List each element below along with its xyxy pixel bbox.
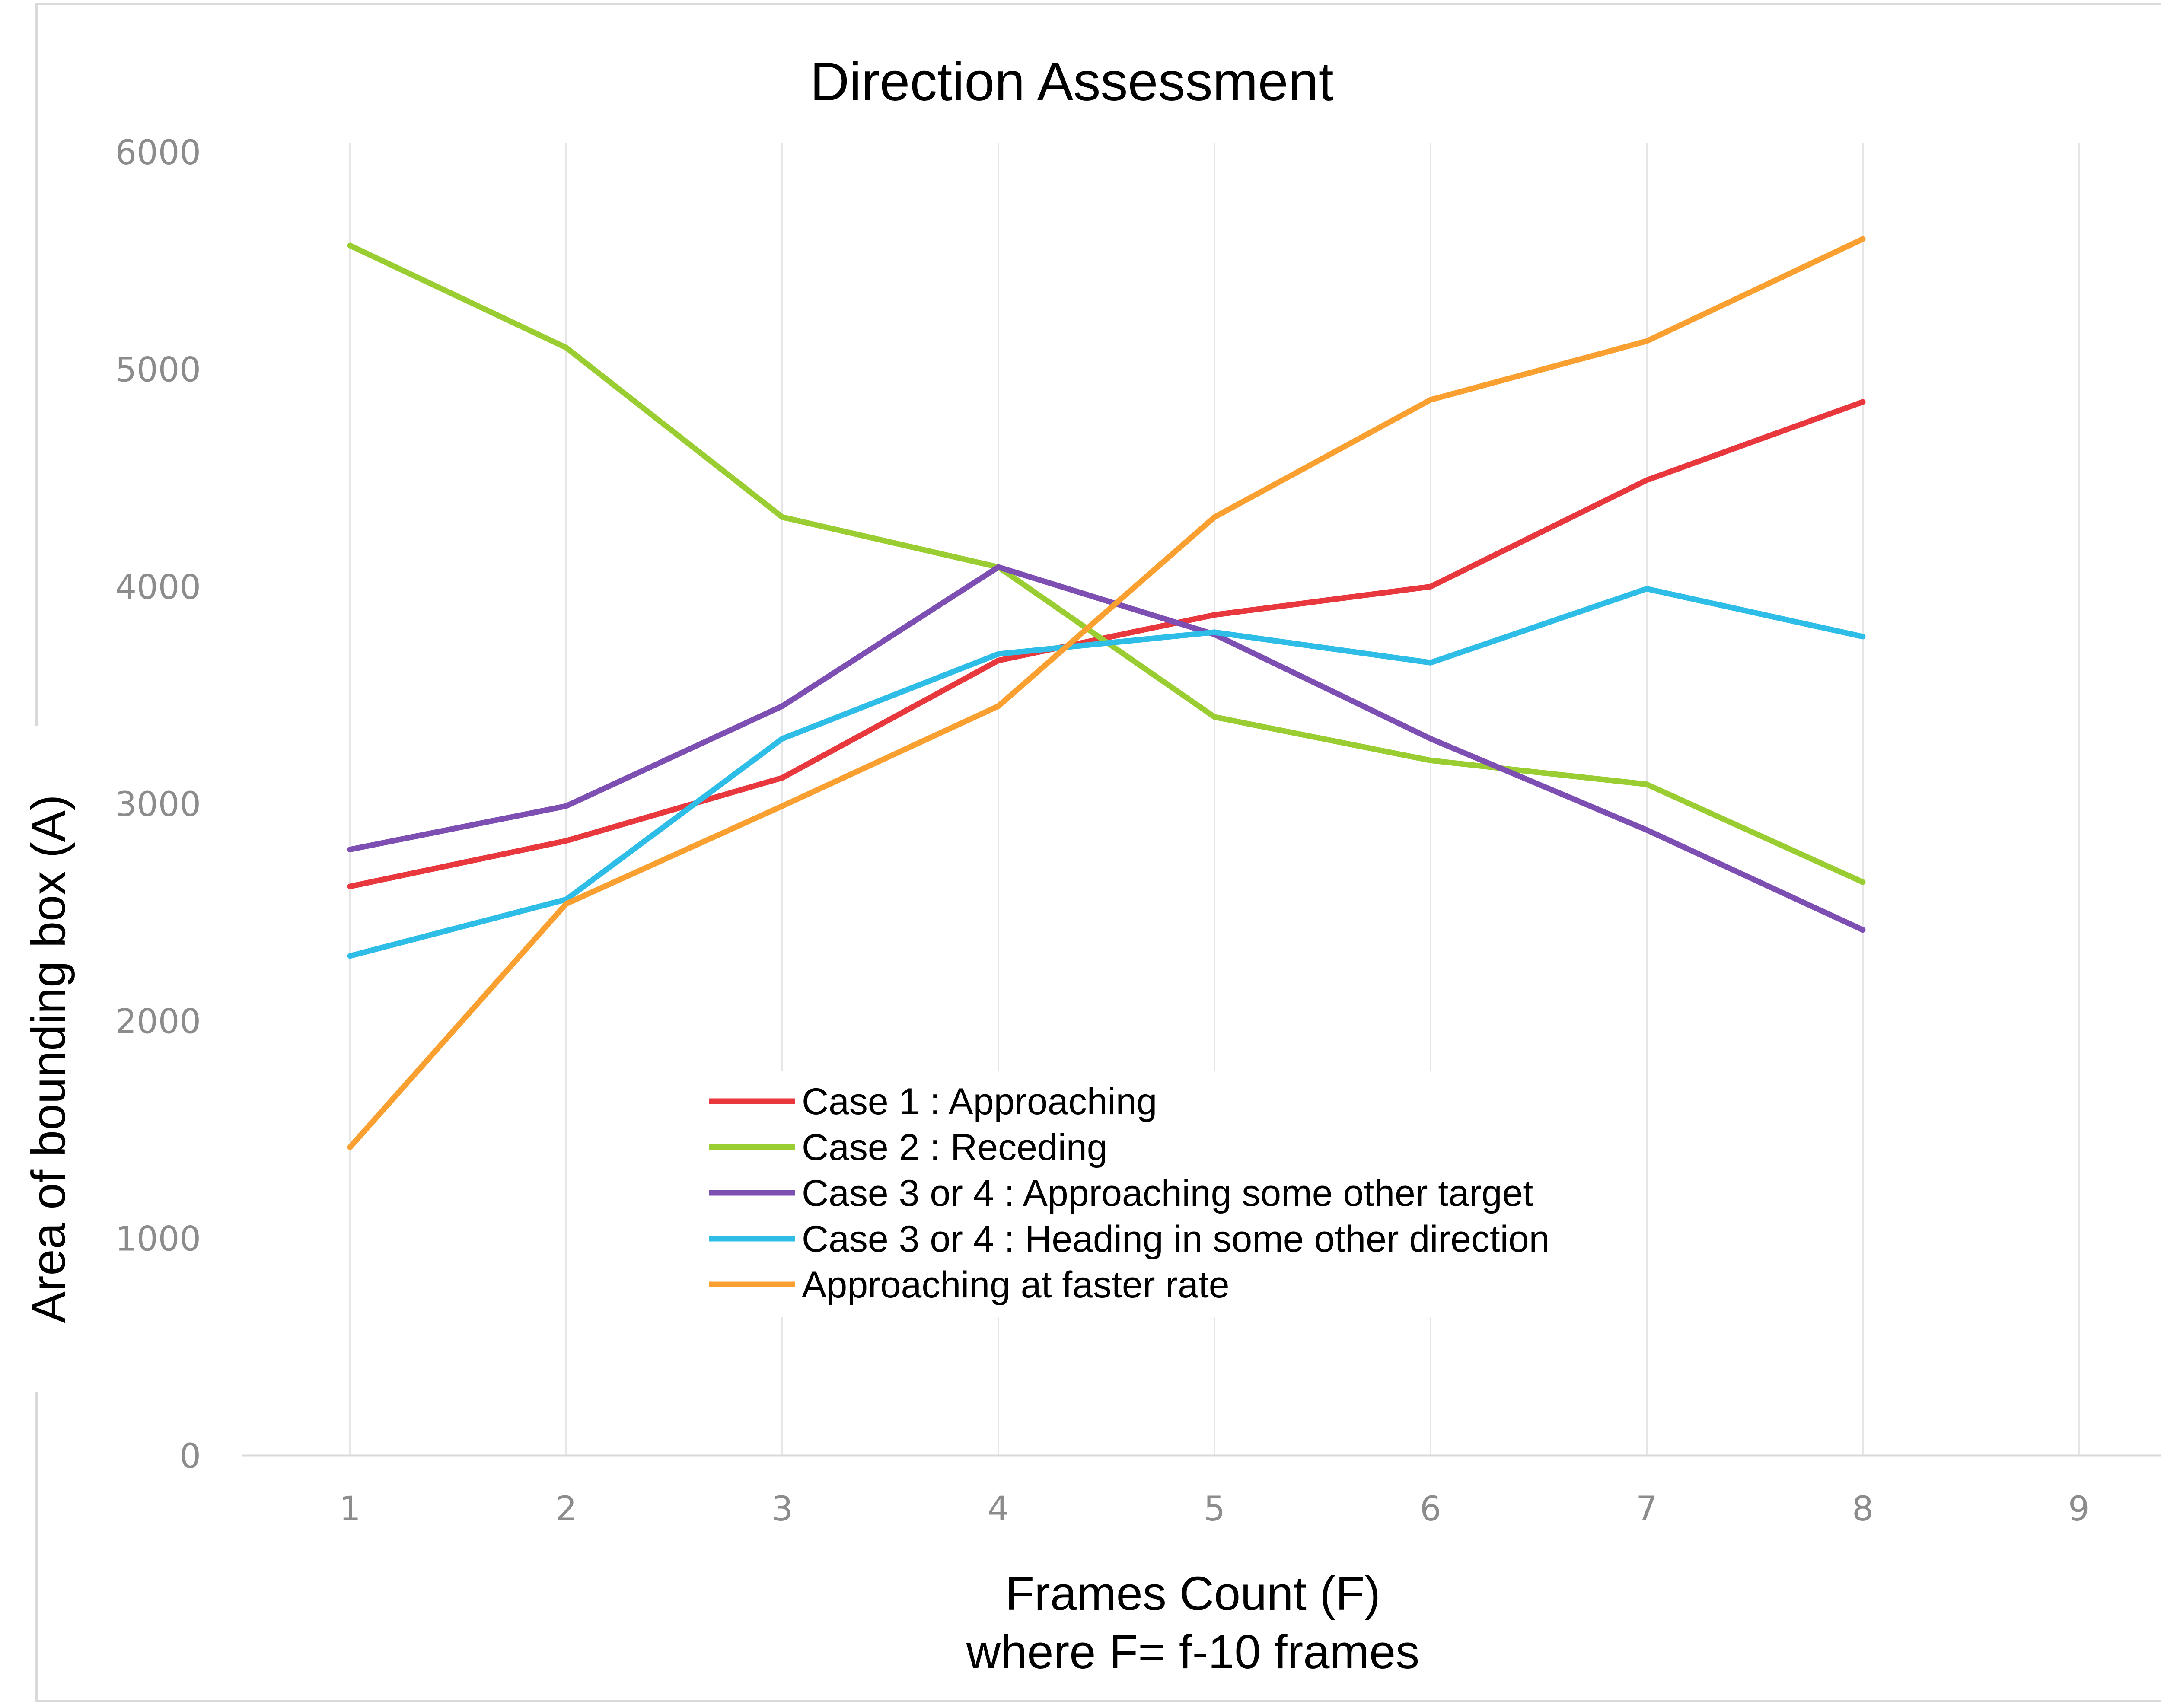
legend: Case 1 : Approaching Case 2 : Receding Cas… xyxy=(704,1071,1603,1317)
x-tick-label: 2 xyxy=(555,1490,577,1529)
x-tick-label: 1 xyxy=(339,1490,361,1529)
legend-background xyxy=(704,1071,1603,1317)
chart-title: Direction Assessment xyxy=(810,51,1333,112)
chart-frame xyxy=(35,3,2161,1702)
legend-label: Case 3 or 4 : Approaching some other tar… xyxy=(802,1173,1533,1214)
y-tick-labels: 0 1000 2000 3000 4000 5000 6000 xyxy=(115,134,201,1476)
y-tick-label: 6000 xyxy=(115,134,201,172)
series-lines xyxy=(347,236,1866,1150)
y-axis-label-background xyxy=(17,726,82,1392)
x-tick-label: 7 xyxy=(1636,1490,1657,1529)
x-tick-label: 6 xyxy=(1420,1490,1441,1529)
series-line-2 xyxy=(347,242,1866,885)
x-axis-label: Frames Count (F) xyxy=(1005,1567,1380,1620)
y-tick-label: 3000 xyxy=(115,785,201,824)
y-tick-label: 5000 xyxy=(115,351,201,390)
x-tick-labels: 1 2 3 4 5 6 7 8 9 xyxy=(339,1490,2090,1529)
x-tick-label: 8 xyxy=(1852,1490,1874,1529)
legend-label: Case 2 : Receding xyxy=(802,1127,1108,1168)
legend-label: Case 1 : Approaching xyxy=(802,1081,1157,1122)
x-tick-label: 4 xyxy=(988,1490,1009,1529)
y-tick-label: 2000 xyxy=(115,1003,201,1042)
series-line-5 xyxy=(347,236,1866,1150)
legend-label: Case 3 or 4 : Heading in some other dire… xyxy=(802,1218,1550,1260)
series-line-3 xyxy=(347,564,1866,933)
y-tick-label: 4000 xyxy=(115,568,201,607)
y-tick-label: 0 xyxy=(179,1437,201,1476)
y-axis-label: Area of bounding box (A) xyxy=(22,795,75,1323)
legend-label: Approaching at faster rate xyxy=(802,1264,1230,1306)
x-tick-label: 9 xyxy=(2068,1490,2090,1529)
x-axis-label-line2: where F= f-10 frames xyxy=(966,1625,1419,1679)
y-tick-label: 1000 xyxy=(115,1220,201,1259)
series-line-4 xyxy=(347,586,1866,959)
x-tick-label: 3 xyxy=(771,1490,793,1529)
x-tick-label: 5 xyxy=(1204,1490,1225,1529)
series-line-1 xyxy=(347,399,1866,889)
